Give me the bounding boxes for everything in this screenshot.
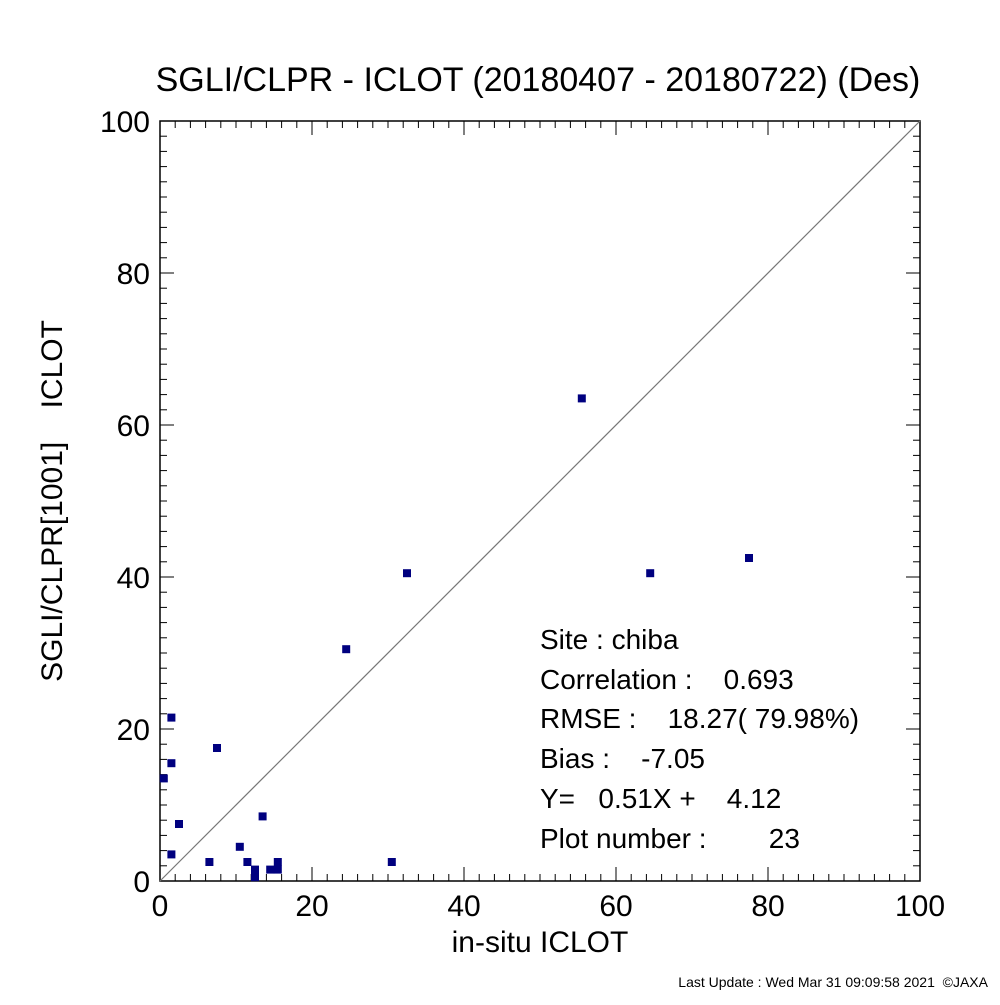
- one-to-one-line: [159, 120, 921, 882]
- y-tick-label: 80: [117, 258, 150, 291]
- x-axis-title: in-situ ICLOT: [452, 926, 629, 959]
- y-tick-label: 40: [117, 562, 150, 595]
- stat-site: Site : chiba: [540, 624, 679, 655]
- x-tick-label: 20: [295, 890, 328, 923]
- x-tick-label: 60: [599, 890, 632, 923]
- data-point: [213, 744, 221, 752]
- y-tick-label: 20: [117, 714, 150, 747]
- data-point: [251, 873, 259, 882]
- stat-plot-number: Plot number : 23: [540, 823, 800, 854]
- data-point: [258, 812, 267, 821]
- y-axis-title: SGLI/CLPR[1001] ICLOT: [36, 320, 69, 682]
- data-point: [167, 850, 176, 859]
- data-point: [167, 713, 176, 722]
- data-point: [251, 865, 259, 874]
- x-tick-label: 40: [447, 890, 480, 923]
- y-tick-label: 60: [117, 410, 150, 443]
- stat-correlation: Correlation : 0.693: [540, 664, 794, 695]
- x-tick-label: 80: [751, 890, 784, 923]
- data-point: [159, 774, 168, 783]
- axis-tick-labels: 0 20 40 60 80 100 0 20 40 60 80 100: [100, 106, 945, 923]
- data-point: [403, 569, 411, 578]
- stats-panel: Site : chiba Correlation : 0.693 RMSE : …: [540, 624, 859, 854]
- y-tick-label: 100: [100, 106, 150, 139]
- data-point: [342, 645, 351, 654]
- data-point: [273, 865, 282, 874]
- stat-regression: Y= 0.51X + 4.12: [540, 783, 781, 814]
- data-point: [243, 858, 252, 866]
- x-tick-label: 0: [152, 890, 169, 923]
- data-point: [387, 858, 396, 866]
- y-tick-label: 0: [133, 866, 150, 899]
- data-point: [205, 858, 214, 866]
- stat-bias: Bias : -7.05: [540, 743, 705, 774]
- axis-ticks: [159, 120, 921, 882]
- data-point: [235, 842, 244, 851]
- data-point: [577, 394, 586, 403]
- data-point: [646, 569, 655, 578]
- data-point: [745, 554, 753, 562]
- last-update-footer: Last Update : Wed Mar 31 09:09:58 2021 ©…: [678, 974, 988, 990]
- data-points: [159, 394, 753, 882]
- data-point: [167, 759, 176, 768]
- data-point: [273, 858, 282, 866]
- data-point: [266, 865, 275, 874]
- data-point: [175, 820, 183, 828]
- chart-title: SGLI/CLPR - ICLOT (20180407 - 20180722) …: [156, 61, 921, 99]
- stat-rmse: RMSE : 18.27( 79.98%): [540, 703, 859, 734]
- x-tick-label: 100: [895, 890, 945, 923]
